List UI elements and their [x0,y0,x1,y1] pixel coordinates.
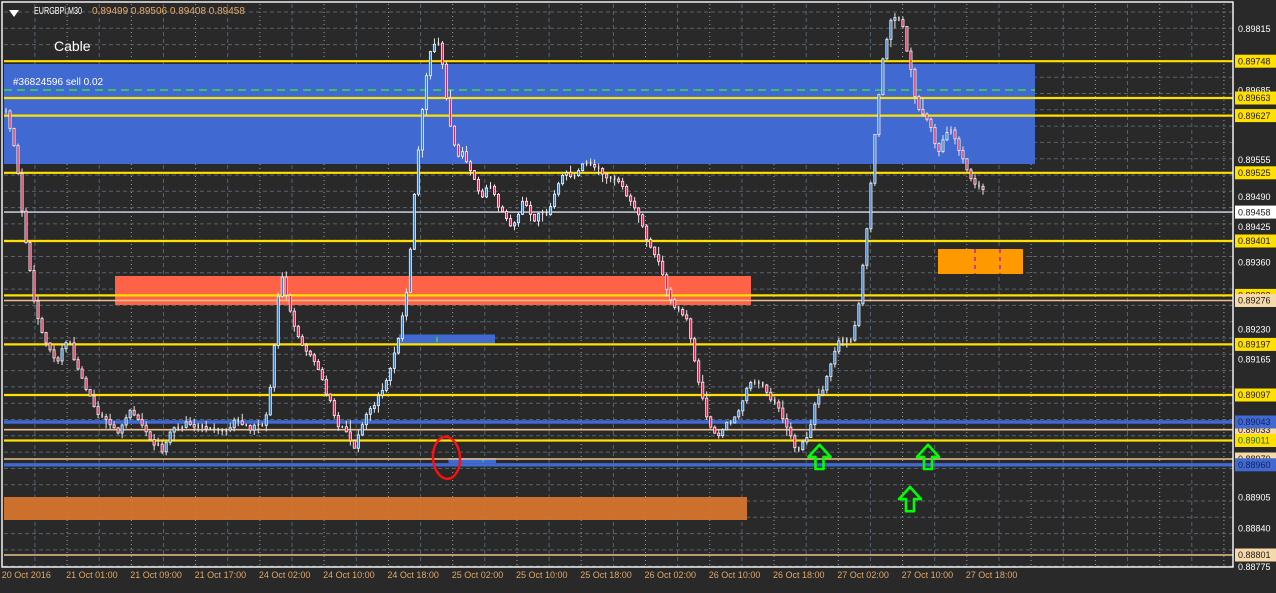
svg-text:21 Oct 17:00: 21 Oct 17:00 [195,570,247,580]
svg-text:0.89276: 0.89276 [1238,296,1271,306]
svg-text:0.89490: 0.89490 [1238,192,1271,202]
svg-text:0.89043: 0.89043 [1238,417,1271,427]
svg-text:26 Oct 18:00: 26 Oct 18:00 [773,570,825,580]
svg-text:21 Oct 01:00: 21 Oct 01:00 [66,570,118,580]
svg-text:0.89555: 0.89555 [1238,155,1271,165]
svg-text:0.88840: 0.88840 [1238,523,1271,533]
svg-text:0.89360: 0.89360 [1238,257,1271,267]
svg-text:0.89627: 0.89627 [1238,111,1271,121]
svg-text:0.89425: 0.89425 [1238,222,1271,232]
svg-text:0.89165: 0.89165 [1238,355,1271,365]
svg-text:0.89525: 0.89525 [1238,168,1271,178]
svg-text:24 Oct 18:00: 24 Oct 18:00 [387,570,439,580]
svg-text:20 Oct 2016: 20 Oct 2016 [2,570,51,580]
svg-text:0.89197: 0.89197 [1238,340,1271,350]
svg-text:0.88960: 0.88960 [1238,460,1271,470]
svg-text:25 Oct 10:00: 25 Oct 10:00 [516,570,568,580]
svg-text:0.88801: 0.88801 [1238,550,1271,560]
svg-text:0.89458: 0.89458 [1238,207,1271,217]
svg-text:0.89011: 0.89011 [1238,436,1270,446]
svg-text:0.88905: 0.88905 [1238,492,1271,502]
svg-text:0.89499 0.89506 0.89408 0.8945: 0.89499 0.89506 0.89408 0.89458 [92,6,245,17]
svg-text:27 Oct 02:00: 27 Oct 02:00 [837,570,889,580]
svg-text:0.89663: 0.89663 [1238,93,1271,103]
svg-text:27 Oct 18:00: 27 Oct 18:00 [966,570,1018,580]
svg-text:25 Oct 02:00: 25 Oct 02:00 [452,570,504,580]
svg-text:21 Oct 09:00: 21 Oct 09:00 [130,570,182,580]
svg-text:25 Oct 18:00: 25 Oct 18:00 [580,570,632,580]
svg-text:24 Oct 02:00: 24 Oct 02:00 [259,570,311,580]
svg-text:0.88775: 0.88775 [1238,562,1271,572]
svg-text:0.89748: 0.89748 [1238,56,1271,66]
svg-text:#36824596 sell 0.02: #36824596 sell 0.02 [13,77,104,88]
svg-text:0.89815: 0.89815 [1238,24,1271,34]
svg-text:0.89401: 0.89401 [1238,236,1271,246]
svg-text:24 Oct 10:00: 24 Oct 10:00 [323,570,375,580]
svg-text:0.89230: 0.89230 [1238,325,1271,335]
svg-text:26 Oct 10:00: 26 Oct 10:00 [709,570,761,580]
svg-text:Cable: Cable [54,38,91,54]
svg-text:27 Oct 10:00: 27 Oct 10:00 [902,570,954,580]
svg-text:26 Oct 02:00: 26 Oct 02:00 [645,570,697,580]
svg-text:0.89097: 0.89097 [1238,390,1271,400]
svg-text:EURGBPi,M30: EURGBPi,M30 [34,6,82,17]
